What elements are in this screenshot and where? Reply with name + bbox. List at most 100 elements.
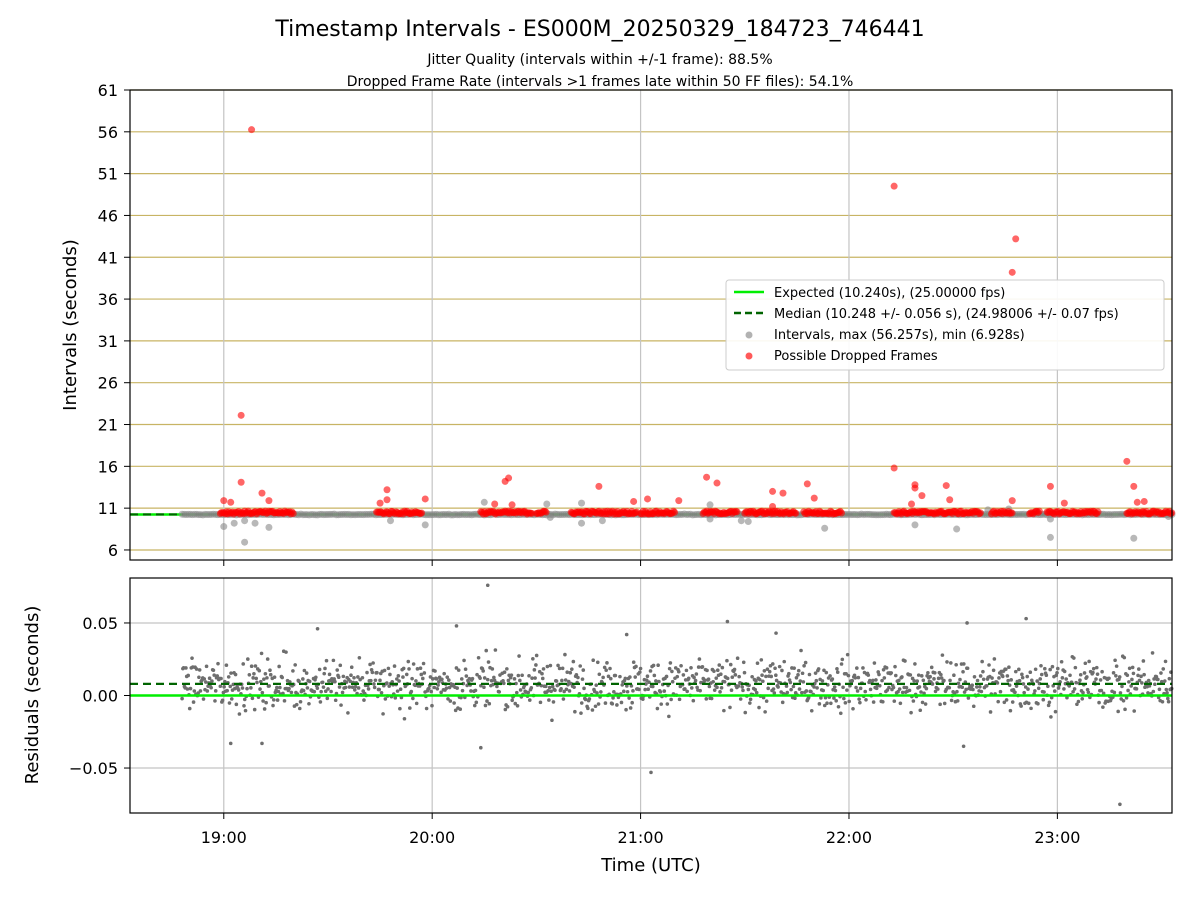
residual-point <box>846 673 851 678</box>
interval-point <box>241 538 249 546</box>
residual-point <box>220 698 225 703</box>
residual-point <box>769 674 774 679</box>
legend-dropped-label: Possible Dropped Frames <box>774 349 938 364</box>
residual-point <box>998 689 1003 694</box>
residual-point <box>712 688 717 692</box>
legend: Expected (10.240s), (25.00000 fps) Media… <box>725 279 1165 371</box>
residual-point <box>813 671 818 675</box>
residual-point <box>1076 699 1081 704</box>
residual-point <box>799 648 803 653</box>
residual-point <box>196 691 200 695</box>
residual-point <box>1023 685 1028 689</box>
residual-point <box>294 702 299 707</box>
residual-point <box>631 660 636 665</box>
residual-point <box>956 681 961 686</box>
residual-point <box>531 656 535 661</box>
residual-point <box>473 688 478 693</box>
residual-point <box>855 689 860 693</box>
residual-point <box>981 677 986 682</box>
residual-point <box>995 681 1000 685</box>
residual-point <box>532 668 537 672</box>
residual-point <box>624 707 628 712</box>
dropped-frame-point <box>248 126 256 134</box>
residual-point <box>201 697 206 701</box>
residual-point <box>777 664 782 669</box>
residual-point <box>659 702 664 706</box>
residual-point <box>485 583 490 588</box>
top-panel-points <box>178 126 1176 546</box>
residual-point <box>851 706 855 711</box>
residual-point <box>245 686 249 691</box>
residual-point <box>990 676 994 680</box>
residual-point <box>868 678 872 683</box>
residual-point <box>608 666 612 671</box>
dropped-frame-point <box>508 501 516 509</box>
residual-point <box>903 659 907 663</box>
residual-point <box>312 689 317 694</box>
interval-point <box>480 498 488 506</box>
residual-point <box>421 661 426 666</box>
residual-point <box>1086 690 1091 695</box>
residual-point <box>753 687 757 692</box>
residual-point <box>268 672 273 677</box>
legend-box <box>725 279 1165 371</box>
residual-point <box>1122 655 1127 660</box>
residual-point <box>683 687 687 691</box>
residual-point <box>1047 700 1052 705</box>
interval-point <box>546 513 554 521</box>
residual-point <box>222 685 226 689</box>
bottom-ytick-label: 0.05 <box>82 614 118 633</box>
residual-point <box>372 685 377 690</box>
dropped-frame-point <box>595 482 603 490</box>
residual-point <box>667 714 671 719</box>
residual-point <box>694 672 699 676</box>
top-ytick-label: 51 <box>98 165 118 184</box>
residual-point <box>940 653 945 657</box>
dropped-frame-point <box>803 480 811 488</box>
residual-point <box>857 697 861 701</box>
residual-point <box>407 667 411 671</box>
residual-point <box>482 676 487 680</box>
residual-point <box>260 690 265 695</box>
residual-point <box>1159 671 1163 675</box>
residual-point <box>742 670 747 675</box>
residual-point <box>395 677 399 681</box>
residual-point <box>331 658 336 663</box>
residual-point <box>495 684 499 689</box>
residual-point <box>383 697 388 701</box>
residual-point <box>253 664 258 668</box>
residual-point <box>853 676 858 680</box>
residual-point <box>610 702 615 706</box>
residual-point <box>1163 659 1168 664</box>
residual-point <box>375 670 379 675</box>
residual-point <box>454 624 459 628</box>
residual-point <box>289 690 294 695</box>
residual-point <box>442 671 446 676</box>
residual-point <box>512 677 517 681</box>
residual-point <box>218 684 223 689</box>
residual-point <box>1033 689 1037 693</box>
residual-point <box>679 663 683 668</box>
residual-point <box>1125 673 1130 678</box>
residual-point <box>259 651 264 656</box>
residual-point <box>275 685 279 690</box>
residual-point <box>652 673 657 678</box>
interval-point <box>387 517 394 525</box>
residual-point <box>486 660 491 664</box>
residual-point <box>538 700 543 705</box>
residual-point <box>1062 687 1066 691</box>
residual-point <box>315 626 320 631</box>
residual-point <box>275 698 280 702</box>
residual-point <box>1151 689 1156 694</box>
residual-point <box>741 688 745 693</box>
residual-point <box>1101 691 1106 696</box>
residual-point <box>1035 679 1039 683</box>
residual-point <box>385 681 389 685</box>
residual-point <box>741 660 746 665</box>
residual-point <box>841 685 845 690</box>
residual-point <box>1014 684 1019 688</box>
residual-point <box>506 678 511 683</box>
residual-point <box>834 698 838 703</box>
dropped-frame-point <box>383 496 391 504</box>
residual-point <box>641 697 645 701</box>
